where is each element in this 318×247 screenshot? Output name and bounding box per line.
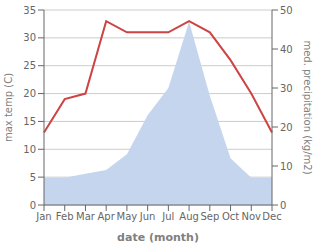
svg-text:0: 0 — [30, 200, 36, 211]
svg-text:50: 50 — [280, 5, 293, 16]
svg-text:10: 10 — [280, 161, 293, 172]
svg-text:15: 15 — [23, 116, 36, 127]
svg-text:20: 20 — [280, 122, 293, 133]
svg-text:Mar: Mar — [76, 211, 96, 222]
svg-text:May: May — [117, 211, 138, 222]
svg-text:30: 30 — [23, 32, 36, 43]
svg-text:Oct: Oct — [222, 211, 239, 222]
svg-text:Dec: Dec — [262, 211, 281, 222]
svg-text:35: 35 — [23, 5, 36, 16]
svg-text:Nov: Nov — [242, 211, 262, 222]
svg-text:Jul: Jul — [161, 211, 174, 222]
svg-text:med. precipitation (kg/m2): med. precipitation (kg/m2) — [302, 40, 310, 174]
svg-text:Apr: Apr — [98, 211, 116, 222]
svg-text:10: 10 — [23, 144, 36, 155]
svg-text:max temp (C): max temp (C) — [8, 73, 14, 142]
svg-text:Aug: Aug — [179, 211, 199, 222]
svg-text:30: 30 — [280, 83, 293, 94]
svg-text:Sep: Sep — [200, 211, 219, 222]
svg-text:20: 20 — [23, 88, 36, 99]
svg-text:25: 25 — [23, 60, 36, 71]
svg-text:0: 0 — [280, 200, 286, 211]
svg-text:5: 5 — [30, 172, 36, 183]
svg-text:date (month): date (month) — [117, 231, 199, 244]
svg-text:Jan: Jan — [35, 211, 51, 222]
svg-text:Jun: Jun — [139, 211, 156, 222]
svg-text:40: 40 — [280, 44, 293, 55]
svg-text:Feb: Feb — [56, 211, 74, 222]
